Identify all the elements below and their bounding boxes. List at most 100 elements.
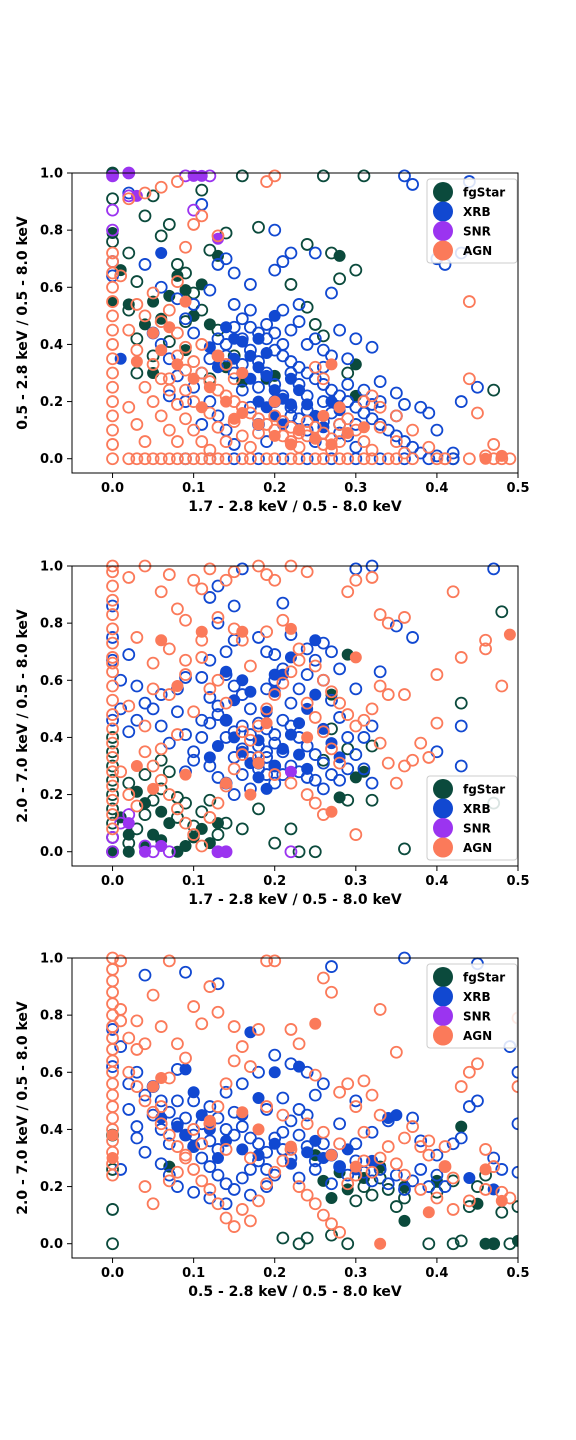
panel-1: 0.0 0.1 0.2 0.3 0.4 0.5 0.0 0.2 0.4 0.6 0.8 1.0 1.7 … [15,167,530,516]
point-XRB-open [130,1120,144,1133]
point-XRB-filled [179,1063,192,1076]
point-AGN-open [187,395,201,408]
point-AGN-open [389,776,403,790]
point-AGN-filled [260,717,273,730]
point-AGN-open [219,1077,233,1091]
point-AGN-open [430,1191,444,1205]
point-AGN-open [106,295,119,308]
point-XRB-filled [236,674,249,687]
legend-marker-AGN [433,240,453,261]
point-AGN-open [171,435,184,448]
point-AGN-open [114,1003,128,1016]
legend-label-fgStar: fgStar [463,971,505,985]
point-AGN-open [154,773,168,787]
point-AGN-open [130,343,144,357]
point-AGN-open [195,209,209,223]
point-AGN-open [106,679,119,693]
point-AGN-open [381,1140,395,1153]
point-AGN-open [106,579,119,593]
point-AGN-open [341,585,355,599]
point-AGN-filled [236,1106,249,1119]
point-AGN-open [195,1174,209,1188]
point-AGN-open [398,611,411,624]
point-AGN-open [268,573,282,587]
point-AGN-filled [495,1194,508,1207]
point-XRB-open [349,562,363,576]
point-AGN-open [479,1183,492,1196]
point-AGN-open [195,582,209,596]
point-AGN-open [357,435,371,448]
point-XRB-open [316,1077,330,1091]
legend-box [426,178,518,264]
point-XRB-open [430,1148,444,1162]
point-AGN-open [171,728,184,741]
point-AGN-open [211,229,225,243]
point-XRB-open [211,699,225,713]
point-fgStar-filled [333,791,346,804]
point-AGN-open [162,788,176,801]
point-XRB-open [341,731,355,744]
point-XRB-open [292,1171,306,1185]
point-AGN-open [106,736,119,750]
point-XRB-open [243,278,257,291]
y-tick-label: 0.4 [40,731,63,746]
point-AGN-open [373,679,387,693]
point-fgStar-open [195,183,209,197]
point-XRB-open [422,1180,436,1193]
point-AGN-open [325,742,338,756]
point-AGN-open [341,1177,355,1191]
point-AGN-open [349,1100,363,1113]
point-AGN-filled [293,424,306,437]
point-XRB-open [203,283,217,297]
legend-label-fgStar: fgStar [463,186,505,200]
point-XRB-open [365,398,379,411]
plot-area [106,951,518,1251]
point-AGN-open [430,716,444,730]
point-AGN-filled [236,407,249,419]
point-AGN-open [171,1037,184,1051]
point-AGN-open [122,1065,136,1079]
legend-marker-AGN [433,1025,453,1046]
point-AGN-filled [325,805,338,818]
point-XRB-filled [309,1134,322,1147]
point-AGN-open [300,788,314,801]
point-AGN-filled [106,1129,119,1142]
point-AGN-filled [349,651,362,664]
point-AGN-open [341,1077,355,1091]
point-fgStar-open [162,218,176,231]
point-AGN-filled [252,1123,265,1136]
point-XRB-open [195,1151,209,1165]
point-XRB-filled [293,384,306,397]
point-fgStar-filled [487,1237,500,1250]
point-fgStar-open [454,696,468,710]
point-XRB-open [487,1151,501,1165]
point-fgStar-open [365,1188,379,1202]
point-AGN-open [389,1157,403,1171]
point-AGN-open [122,571,136,584]
point-AGN-open [122,699,136,713]
point-XRB-filled [268,309,281,322]
point-AGN-filled [374,1237,387,1250]
point-AGN-open [106,395,119,408]
point-XRB-open [268,326,282,340]
point-AGN-open [122,192,136,206]
point-fgStar-open [106,1203,119,1216]
point-AGN-open [195,1017,209,1031]
point-XRB-open [325,645,338,659]
point-XRB-filled [220,665,233,678]
point-fgStar-open [106,788,119,801]
point-XRB-open [227,298,241,311]
point-AGN-open [276,1108,290,1122]
legend-marker-SNR [433,1006,453,1026]
point-XRB-open [260,318,274,331]
legend-label-XRB: XRB [463,990,491,1004]
point-AGN-open [106,708,119,721]
point-AGN-filled [130,760,143,772]
point-XRB-open [292,315,306,328]
point-AGN-open [462,1194,476,1208]
x-tick-label: 0.2 [263,1266,286,1281]
point-AGN-open [260,452,274,466]
point-XRB-filled [203,751,216,764]
point-XRB-filled [268,668,281,681]
